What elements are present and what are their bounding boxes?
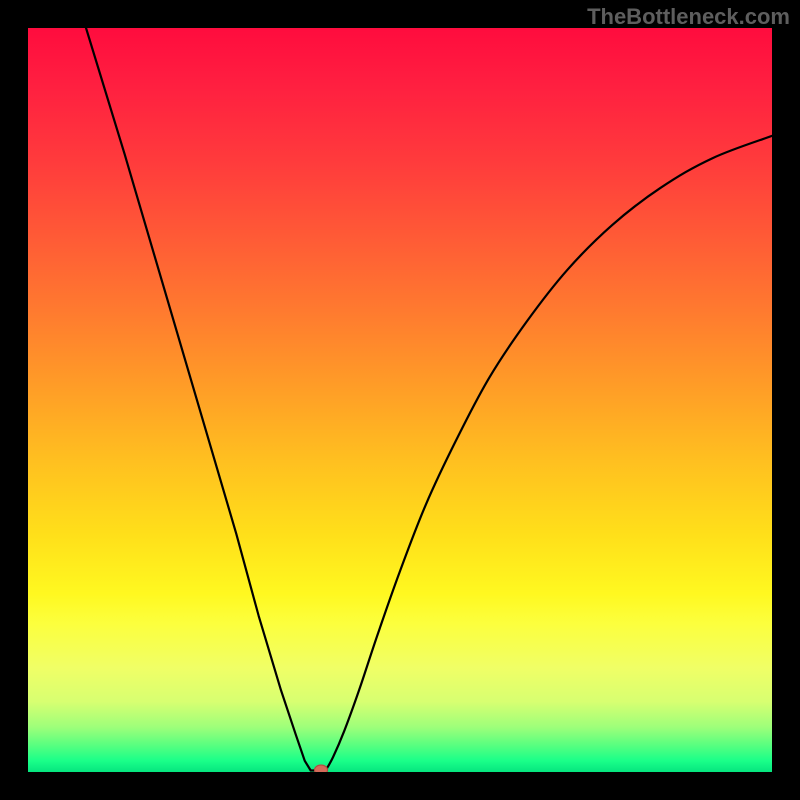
chart-curve bbox=[28, 28, 772, 772]
attribution-watermark: TheBottleneck.com bbox=[587, 4, 790, 30]
chart-plot-area bbox=[28, 28, 772, 772]
chart-minimum-marker bbox=[314, 764, 328, 772]
